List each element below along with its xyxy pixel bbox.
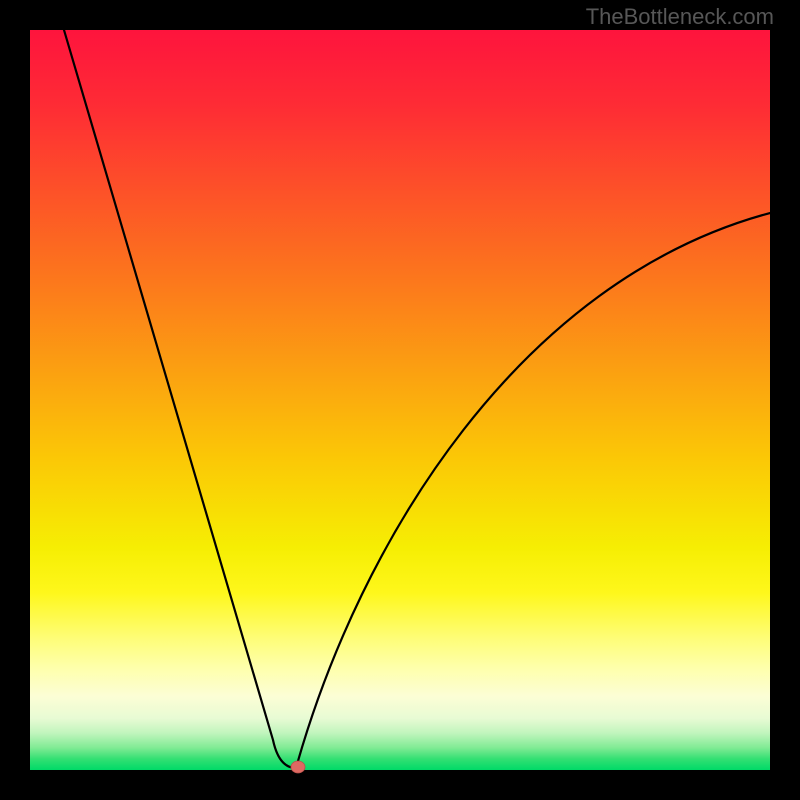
bottleneck-curve: [64, 30, 770, 768]
optimum-marker: [291, 761, 305, 773]
watermark-text: TheBottleneck.com: [586, 4, 774, 30]
curve-overlay: [0, 0, 800, 800]
